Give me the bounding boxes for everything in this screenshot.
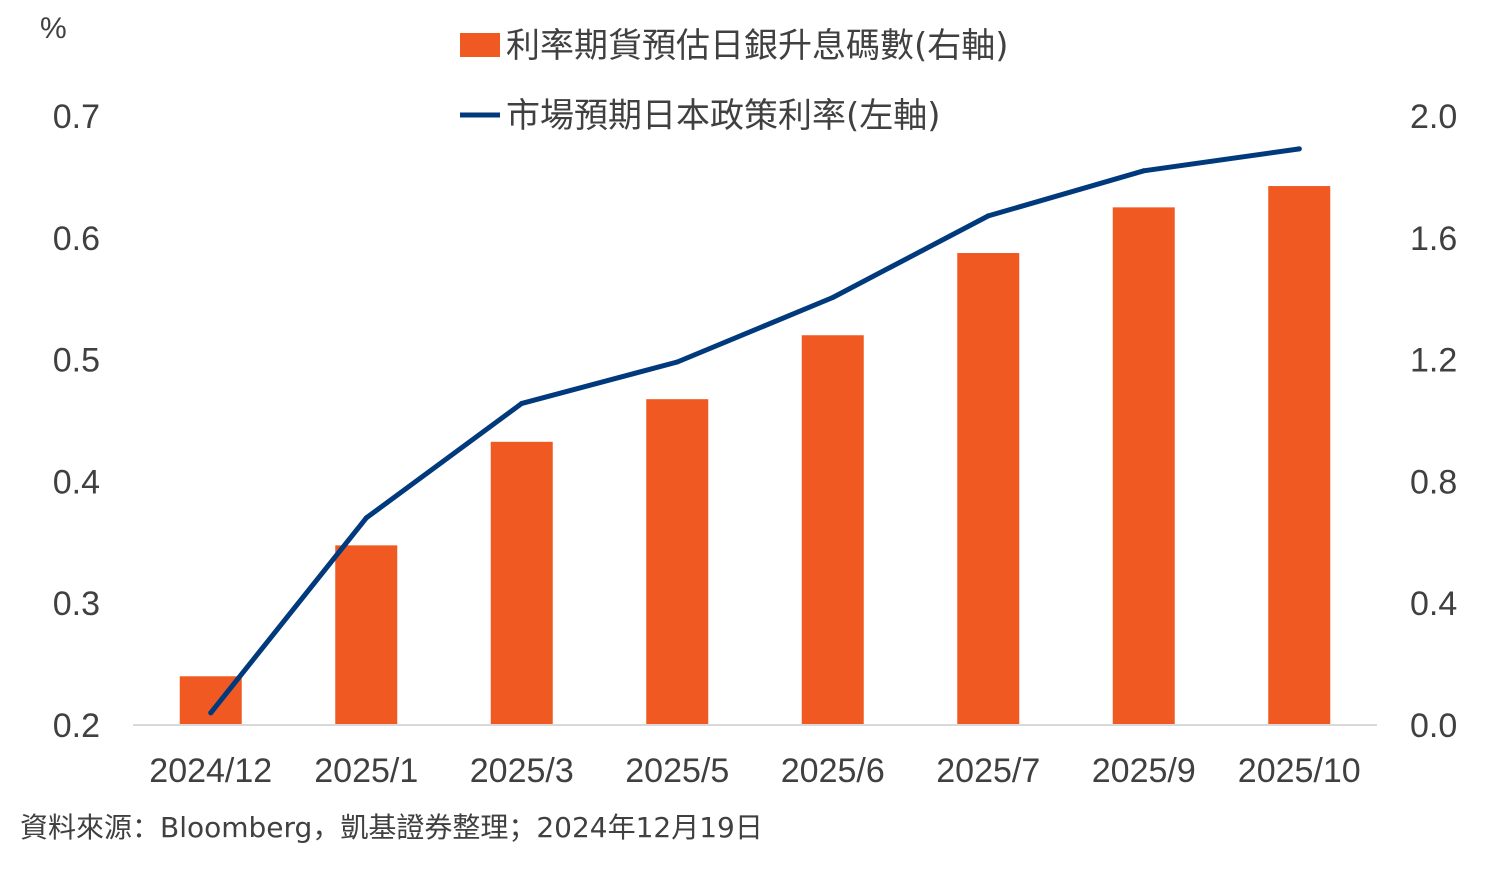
line-point	[1141, 168, 1147, 174]
line-series	[208, 146, 1302, 716]
line-point	[830, 294, 836, 300]
line-point	[674, 359, 680, 365]
left-axis-unit: %	[40, 12, 67, 45]
line-point	[363, 515, 369, 521]
left-tick-label: 0.6	[53, 220, 100, 258]
line-point	[1296, 146, 1302, 152]
bar	[490, 441, 553, 725]
x-tick-label: 2025/3	[470, 752, 574, 790]
x-tick-label: 2025/10	[1238, 752, 1361, 790]
x-tick-label: 2025/9	[1092, 752, 1196, 790]
legend-bar-label: 利率期貨預估日銀升息碼數(右軸)	[506, 26, 1009, 66]
line-point	[519, 400, 525, 406]
x-tick-label: 2025/5	[625, 752, 729, 790]
line-point	[985, 213, 991, 219]
right-tick-label: 1.6	[1410, 220, 1457, 258]
x-tick-label: 2025/7	[936, 752, 1040, 790]
bar	[646, 399, 709, 725]
legend-line-label: 市場預期日本政策利率(左軸)	[506, 96, 941, 136]
x-tick-label: 2025/6	[781, 752, 885, 790]
x-tick-label: 2024/12	[149, 752, 272, 790]
left-tick-label: 0.5	[53, 342, 100, 380]
left-tick-label: 0.2	[53, 707, 100, 745]
x-tick-label: 2025/1	[314, 752, 418, 790]
left-axis: 0.2 0.3 0.4 0.5 0.6 0.7	[53, 98, 100, 745]
source-note: 資料來源：Bloomberg，凱基證券整理；2024年12月19日	[20, 811, 763, 844]
policy-rate-line	[208, 146, 1302, 716]
right-tick-label: 0.4	[1410, 585, 1457, 623]
right-tick-label: 1.2	[1410, 342, 1457, 380]
bar	[1268, 186, 1331, 725]
line-point	[208, 710, 214, 716]
legend: 利率期貨預估日銀升息碼數(右軸) 市場預期日本政策利率(左軸)	[460, 26, 1009, 136]
bar-series	[179, 186, 1331, 726]
chart: % 利率期貨預估日銀升息碼數(右軸) 市場預期日本政策利率(左軸) 0.2 0.3…	[40, 12, 1457, 790]
bar	[957, 253, 1020, 725]
bar	[1112, 207, 1175, 726]
bar	[801, 335, 864, 725]
left-tick-label: 0.3	[53, 585, 100, 623]
right-tick-label: 0.0	[1410, 707, 1457, 745]
left-tick-label: 0.4	[53, 463, 100, 501]
right-tick-label: 0.8	[1410, 463, 1457, 501]
bar	[335, 545, 398, 725]
legend-bar-swatch	[460, 33, 500, 57]
left-tick-label: 0.7	[53, 98, 100, 136]
x-axis: 2024/12 2025/1 2025/3 2025/5 2025/6 2025/7 202…	[149, 752, 1360, 790]
right-axis: 0.0 0.4 0.8 1.2 1.6 2.0	[1410, 98, 1457, 745]
right-tick-label: 2.0	[1410, 98, 1457, 136]
